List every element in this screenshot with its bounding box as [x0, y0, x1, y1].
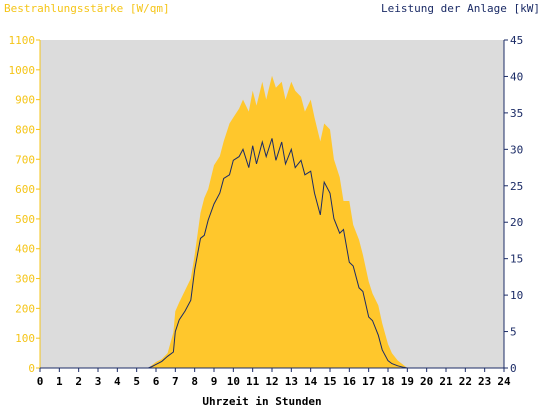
right-tick-label: 20: [510, 216, 523, 229]
x-tick-label: 11: [246, 375, 260, 388]
left-tick-label: 0: [28, 362, 35, 375]
left-tick-label: 900: [15, 94, 35, 107]
x-tick-label: 18: [381, 375, 394, 388]
x-tick-labels: 0 1 2 3 4 5 6 7 8 9 10 11 12 13 14 15 16 17 18 19 20 21 22 23 24: [37, 368, 511, 388]
left-tick-label: 800: [15, 123, 35, 136]
right-tick-label: 0: [510, 362, 517, 375]
irradiance-area: [40, 75, 504, 369]
x-tick-label: 14: [304, 375, 318, 388]
x-tick-label: 17: [362, 375, 375, 388]
x-tick-label: 5: [133, 375, 140, 388]
x-tick-label: 10: [227, 375, 240, 388]
x-tick-label: 16: [343, 375, 357, 388]
x-tick-label: 0: [37, 375, 44, 388]
left-tick-label: 1000: [9, 64, 36, 77]
left-tick-label: 500: [15, 213, 35, 226]
left-tick-label: 200: [15, 302, 35, 315]
x-tick-label: 19: [401, 375, 414, 388]
left-tick-label: 400: [15, 243, 35, 256]
right-tick-label: 25: [510, 180, 523, 193]
left-tick-label: 600: [15, 183, 35, 196]
right-tick-label: 15: [510, 253, 523, 266]
left-axis-title: Bestrahlungsstärke [W/qm]: [4, 2, 170, 15]
x-tick-label: 15: [323, 375, 336, 388]
right-tick-label: 30: [510, 143, 523, 156]
right-tick-label: 45: [510, 34, 523, 47]
left-tick-label: 700: [15, 153, 35, 166]
x-tick-label: 7: [172, 375, 179, 388]
x-tick-label: 3: [95, 375, 102, 388]
x-tick-label: 13: [285, 375, 298, 388]
right-tick-label: 10: [510, 289, 523, 302]
left-tick-label: 300: [15, 273, 35, 286]
right-tick-label: 35: [510, 107, 523, 120]
x-tick-label: 21: [439, 375, 453, 388]
right-axis-title: Leistung der Anlage [kW]: [381, 2, 540, 15]
x-tick-label: 22: [459, 375, 472, 388]
x-tick-label: 6: [153, 375, 160, 388]
left-tick-labels: 0 100 200 300 400 500 600 700 800 900 1000 1100: [9, 34, 40, 375]
right-tick-label: 5: [510, 326, 517, 339]
left-tick-label: 1100: [9, 34, 36, 47]
power-line: [40, 138, 504, 369]
x-tick-label: 23: [478, 375, 491, 388]
right-tick-label: 40: [510, 70, 523, 83]
x-tick-label: 20: [420, 375, 433, 388]
left-tick-label: 100: [15, 332, 35, 345]
x-tick-label: 9: [211, 375, 218, 388]
x-tick-label: 12: [265, 375, 278, 388]
x-tick-label: 2: [75, 375, 82, 388]
x-axis-title: Uhrzeit in Stunden: [202, 395, 321, 408]
x-tick-label: 1: [56, 375, 63, 388]
x-tick-label: 8: [191, 375, 198, 388]
right-tick-labels: 0 5 10 15 20 25 30 35 40 45: [504, 34, 523, 375]
x-tick-label: 24: [497, 375, 511, 388]
x-tick-label: 4: [114, 375, 121, 388]
